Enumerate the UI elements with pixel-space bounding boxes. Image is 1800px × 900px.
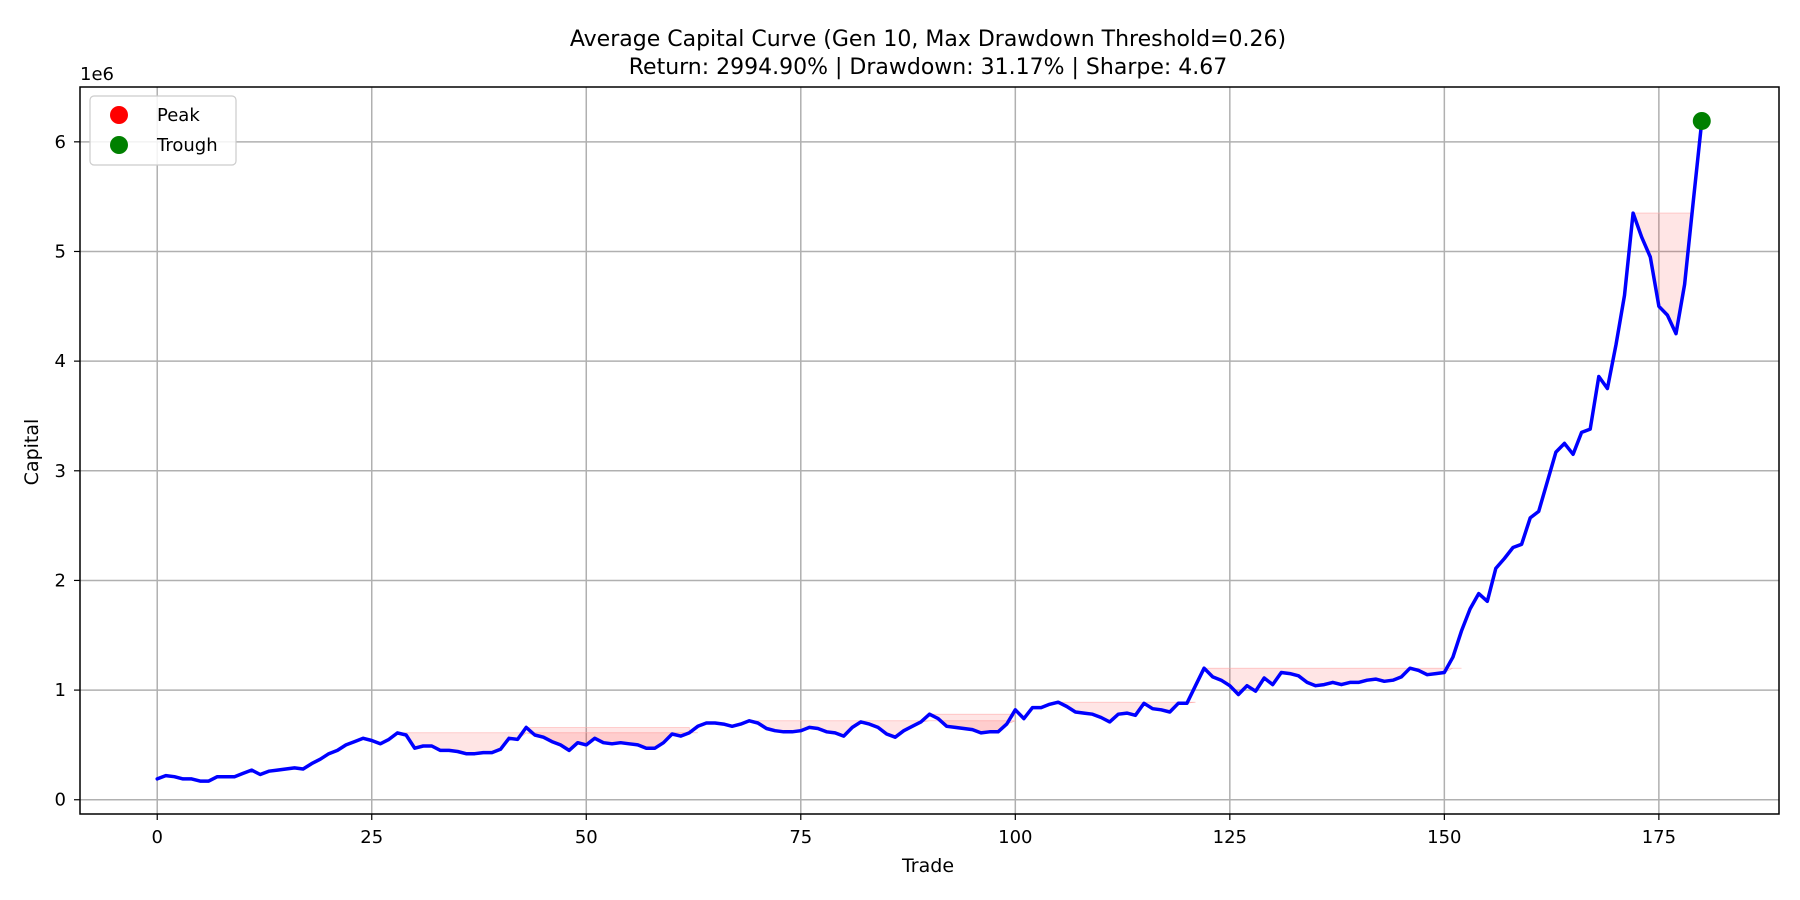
x-tick-label: 125 bbox=[1213, 827, 1247, 848]
markers-layer bbox=[1692, 111, 1711, 130]
y-tick-label: 1 bbox=[55, 680, 66, 701]
drawdown-shading bbox=[397, 212, 1694, 754]
y-tick-label: 0 bbox=[55, 790, 66, 811]
x-tick-label: 50 bbox=[575, 827, 598, 848]
y-tick-label: 5 bbox=[55, 241, 66, 262]
chart-title: Average Capital Curve (Gen 10, Max Drawd… bbox=[570, 27, 1286, 52]
x-tick-label: 25 bbox=[360, 827, 383, 848]
legend-marker-peak bbox=[110, 106, 128, 124]
y-axis-label: Capital bbox=[21, 419, 43, 486]
x-tick-label: 100 bbox=[998, 827, 1032, 848]
y-tick-label: 4 bbox=[55, 351, 66, 372]
drawdown-area bbox=[525, 727, 690, 751]
legend-label-trough: Trough bbox=[156, 135, 218, 156]
x-axis-label: Trade bbox=[901, 855, 954, 877]
grid-lines bbox=[80, 87, 1779, 814]
capital-line bbox=[155, 119, 1704, 783]
x-tick-label: 75 bbox=[789, 827, 812, 848]
x-tick-label: 150 bbox=[1427, 827, 1461, 848]
y-tick-label: 2 bbox=[55, 570, 66, 591]
x-tick-label: 0 bbox=[152, 827, 163, 848]
series-layer bbox=[155, 119, 1704, 783]
axis-ticks: 0 25 50 75 100 125 150 175 0 1 2 3 4 5 6 bbox=[55, 132, 1677, 848]
x-tick-label: 175 bbox=[1642, 827, 1676, 848]
chart-subtitle: Return: 2994.90% | Drawdown: 31.17% | Sh… bbox=[629, 55, 1228, 80]
y-tick-label: 6 bbox=[55, 132, 66, 153]
y-offset-label: 1e6 bbox=[80, 64, 114, 85]
legend: Peak Trough bbox=[89, 95, 237, 166]
legend-marker-trough bbox=[110, 136, 128, 154]
plot-frame bbox=[79, 86, 1780, 815]
marker-trough bbox=[1692, 111, 1711, 130]
y-tick-label: 3 bbox=[55, 461, 66, 482]
legend-label-peak: Peak bbox=[157, 105, 200, 126]
